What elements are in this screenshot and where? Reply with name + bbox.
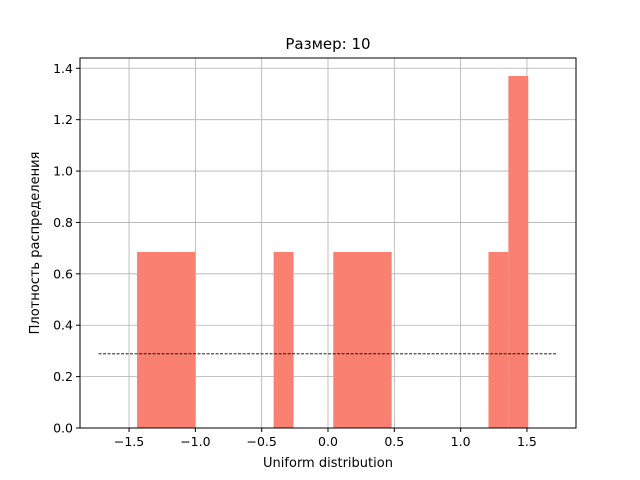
x-tick-label: 0.5 xyxy=(384,434,404,449)
chart-title: Размер: 10 xyxy=(285,35,370,53)
x-tick-label: −1.5 xyxy=(114,434,144,449)
histogram-bar xyxy=(137,251,196,428)
histogram-bar xyxy=(508,75,529,428)
x-tick-label: 1.0 xyxy=(451,434,471,449)
y-tick-label: 0.0 xyxy=(53,421,73,436)
x-tick-label: 0.0 xyxy=(318,434,338,449)
y-tick-label: 0.4 xyxy=(53,318,73,333)
y-tick-label: 1.4 xyxy=(53,61,73,76)
y-tick-label: 1.2 xyxy=(53,112,73,127)
y-tick-label: 1.0 xyxy=(53,164,73,179)
y-tick-label: 0.6 xyxy=(53,266,73,281)
histogram-bar xyxy=(488,251,509,428)
y-tick-label: 0.2 xyxy=(53,369,73,384)
axis-ticks: −1.5 −1.0 −0.5 0.0 0.5 1.0 1.5 0.0 0.2 0.4 0.6 0.8 1… xyxy=(53,61,537,449)
y-axis-label: Плотность распределения xyxy=(28,152,43,335)
x-tick-label: −0.5 xyxy=(247,434,277,449)
x-tick-label: 1.5 xyxy=(517,434,537,449)
histogram-bar xyxy=(333,251,392,428)
x-axis-label: Uniform distribution xyxy=(263,456,393,471)
y-tick-label: 0.8 xyxy=(53,215,73,230)
histogram-bar xyxy=(273,251,294,428)
histogram-bars xyxy=(137,75,529,428)
x-tick-label: −1.0 xyxy=(180,434,210,449)
